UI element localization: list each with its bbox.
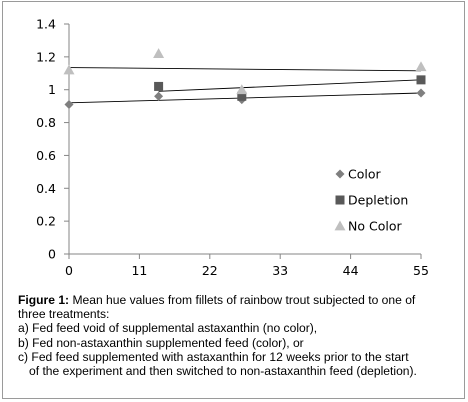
y-tick-label: 0 [48,247,56,262]
no-color-trendline [68,67,422,72]
y-tick-label: 1.4 [36,17,56,32]
caption-line-3: a) Fed feed void of supplemental astaxan… [18,321,318,336]
x-tick-label: 0 [65,263,73,278]
legend-color-label: Color [348,167,381,182]
color-point [154,91,164,101]
figure-caption: Figure 1: Mean hue values from fillets o… [18,293,463,378]
x-tick-label: 22 [202,263,218,278]
figure-frame: 0 0.2 0.4 0.6 0.8 1 1.2 1.4 0 11 22 33 44 55 Color Depl… [2,1,465,399]
depletion-point [416,75,426,85]
caption-line-1: Figure 1: Mean hue values from fillets o… [18,293,463,307]
legend-depletion-marker [335,195,345,205]
y-tick-label: 0.6 [36,148,56,163]
depletion-point [154,81,164,91]
y-tick-label: 0.4 [36,181,56,196]
y-tick-label: 1 [48,82,56,97]
x-tick-label: 55 [413,263,429,278]
depletion-point [237,91,247,101]
caption-line-5: c) Fed feed supplemented with astaxanthi… [18,349,409,364]
no-color-point [63,64,75,75]
no-color-point [153,48,165,58]
caption-line-6: of the experiment and then switched to n… [29,364,417,379]
legend-depletion-label: Depletion [348,193,408,208]
y-tick-label: 0.2 [36,214,56,229]
color-point [64,100,74,109]
caption-line-2: three treatments: [18,307,110,322]
chart: 0 0.2 0.4 0.6 0.8 1 1.2 1.4 0 11 22 33 44 55 Color Depl… [36,17,429,279]
no-color-point [415,61,427,72]
caption-line-1-text: Mean hue values from fillets of rainbow … [69,293,416,307]
x-tick-label: 11 [131,263,147,278]
depletion-trendline [158,79,422,92]
color-point [416,88,426,98]
y-tick-label: 1.2 [36,49,56,64]
legend-no-color-label: No Color [348,219,402,234]
caption-line-4: b) Fed non-astaxanthin supplemented feed… [18,335,304,350]
legend-color-marker [335,169,345,179]
y-tick-label: 0.8 [36,115,56,130]
caption-lead: Figure 1: [18,293,70,307]
no-color-point [236,84,248,95]
x-tick-label: 44 [343,263,359,278]
x-tick-label: 33 [272,263,288,278]
legend-no-color-marker [334,220,346,231]
